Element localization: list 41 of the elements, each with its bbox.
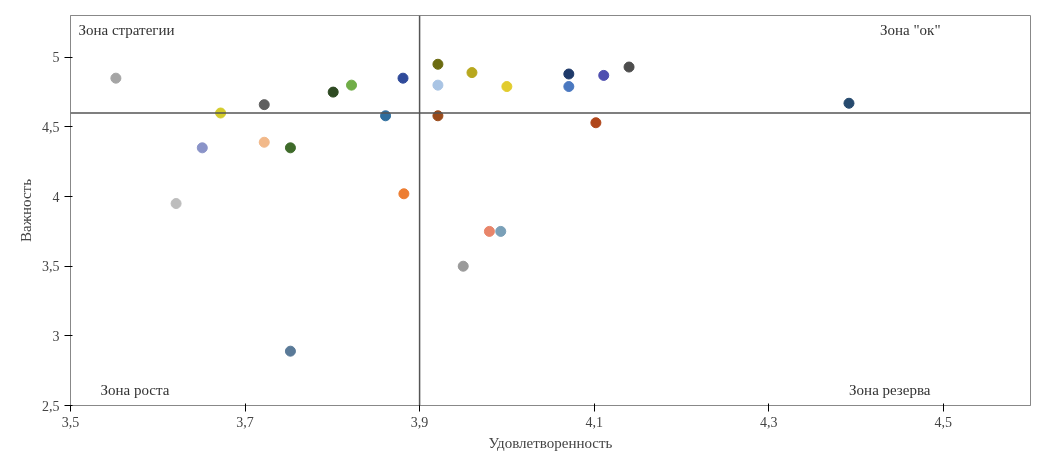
y-axis-title: Важность (18, 178, 34, 242)
point (563, 81, 575, 93)
x-tick-label: 3,9 (410, 414, 429, 430)
point (563, 68, 575, 80)
annotation: Зона роста (100, 381, 170, 398)
x-axis-title: Удовлетворенность (488, 434, 613, 451)
point (432, 79, 444, 91)
point (623, 61, 635, 73)
y-tick-label: 4 (52, 189, 60, 205)
x-tick-label: 4,3 (759, 414, 778, 430)
point (432, 58, 444, 70)
point (590, 117, 602, 129)
x-tick-label: 3,7 (236, 414, 254, 430)
point (258, 136, 270, 148)
point (258, 99, 270, 111)
point (346, 79, 358, 91)
point (284, 345, 296, 357)
point (483, 225, 495, 237)
x-tick-label: 4,5 (934, 414, 952, 430)
point (495, 225, 507, 237)
point (457, 260, 469, 272)
y-tick-label: 3,5 (42, 259, 60, 275)
point (397, 72, 409, 84)
point (598, 69, 610, 81)
annotation: Зона резерва (849, 381, 931, 398)
point (196, 142, 208, 154)
point (398, 188, 410, 200)
point (170, 198, 182, 210)
y-tick-label: 2,5 (42, 398, 60, 414)
point (110, 72, 122, 84)
x-tick-label: 4,1 (585, 414, 603, 430)
point (466, 67, 478, 79)
annotation: Зона стратегии (78, 21, 175, 38)
point (327, 86, 339, 98)
point (501, 81, 513, 93)
y-tick-label: 3 (52, 328, 60, 344)
annotation: Зона "ок" (880, 21, 941, 38)
point (843, 97, 855, 109)
point (284, 142, 296, 154)
y-tick-label: 5 (52, 50, 60, 66)
y-tick-label: 4,5 (42, 119, 60, 135)
